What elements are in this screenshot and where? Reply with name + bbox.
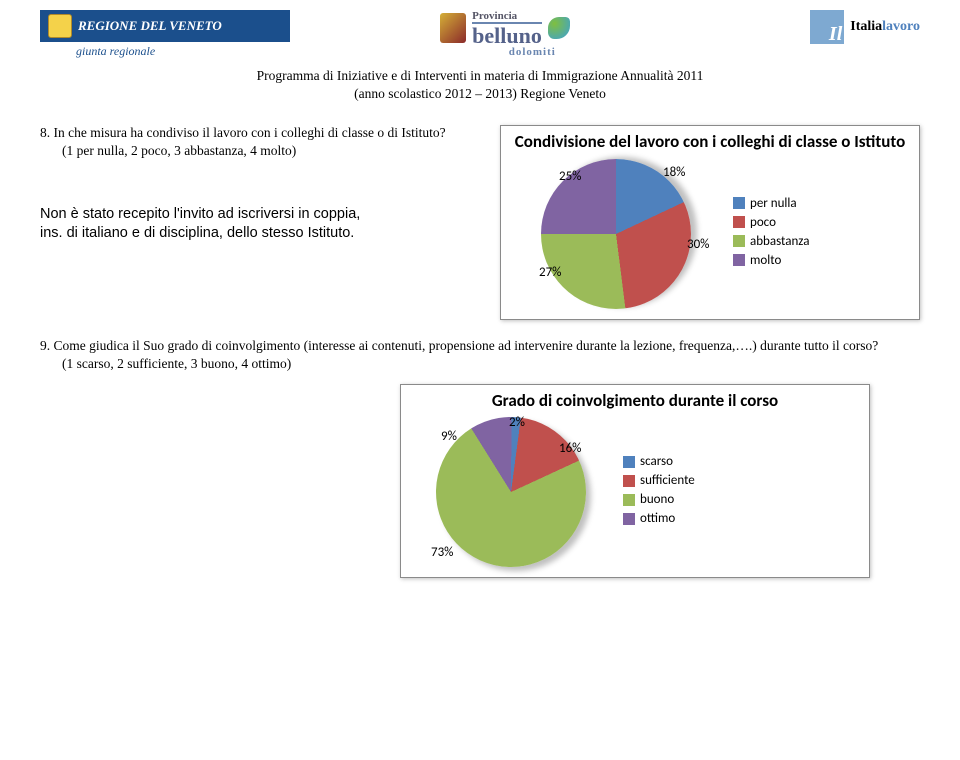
giunta-label: giunta regionale <box>76 44 290 59</box>
q9-text: 9. Come giudica il Suo grado di coinvolg… <box>40 338 920 354</box>
italialavoro-logo-block: Italialavoro <box>720 10 920 44</box>
q8-left: 8. In che misura ha condiviso il lavoro … <box>40 125 482 243</box>
q8-scale: (1 per nulla, 2 poco, 3 abbastanza, 4 mo… <box>62 143 482 159</box>
pie-slice-label: 18% <box>663 165 685 180</box>
legend-label: sufficiente <box>640 473 695 488</box>
legend-item: scarso <box>623 454 695 469</box>
legend-swatch-icon <box>623 475 635 487</box>
legend-swatch-icon <box>733 197 745 209</box>
legend-item: per nulla <box>733 196 809 211</box>
dolomiti-text: dolomiti <box>509 46 556 58</box>
q9-block: 9. Come giudica il Suo grado di coinvolg… <box>40 338 920 372</box>
legend-item: abbastanza <box>733 234 809 249</box>
chart2-title: Grado di coinvolgimento durante il corso <box>411 391 859 411</box>
legend-label: ottimo <box>640 511 675 526</box>
page-header: REGIONE DEL VENETO giunta regionale Prov… <box>40 10 920 59</box>
q9-scale: (1 scarso, 2 sufficiente, 3 buono, 4 ott… <box>62 356 920 372</box>
q8-block: 8. In che misura ha condiviso il lavoro … <box>40 125 482 159</box>
pie-slice-label: 25% <box>559 169 581 184</box>
chart2-legend: scarso sufficiente buono ottimo <box>623 454 695 530</box>
legend-label: molto <box>750 253 781 268</box>
provincia-logo-block: Provincia belluno dolomiti <box>395 10 615 58</box>
chart2-pie-wrap: 2% 16% 73% 9% <box>411 417 611 567</box>
chart1-body: 18% 30% 27% 25% per nulla poco abbastanza molt… <box>511 159 909 309</box>
chart1-title: Condivisione del lavoro con i colleghi d… <box>511 132 909 152</box>
legend-swatch-icon <box>733 235 745 247</box>
intro-line2: (anno scolastico 2012 – 2013) Regione Ve… <box>40 85 920 103</box>
legend-swatch-icon <box>733 216 745 228</box>
veneto-crest-icon <box>48 14 72 38</box>
note-block: Non è stato recepito l'invito ad iscrive… <box>40 205 482 243</box>
legend-swatch-icon <box>623 494 635 506</box>
legend-item: ottimo <box>623 511 695 526</box>
provincia-logo: Provincia belluno dolomiti <box>440 10 570 58</box>
italialavoro-text: Italialavoro <box>850 19 920 35</box>
pie-slice-label: 16% <box>559 441 581 456</box>
veneto-logo-block: REGIONE DEL VENETO giunta regionale <box>40 10 290 59</box>
legend-item: poco <box>733 215 809 230</box>
pie-slice-label: 9% <box>441 429 457 444</box>
legend-label: scarso <box>640 454 673 469</box>
belluno-text: belluno <box>472 22 542 46</box>
italialavoro-icon <box>810 10 844 44</box>
dolomiti-flower-icon <box>548 17 570 39</box>
provincia-label: Provincia <box>472 10 542 22</box>
pie-slice-label: 73% <box>431 545 453 560</box>
legend-item: molto <box>733 253 809 268</box>
legend-label: buono <box>640 492 674 507</box>
belluno-crest-icon <box>440 13 466 43</box>
chart2-wrap: Grado di coinvolgimento durante il corso… <box>40 384 870 578</box>
pie-slice-label: 27% <box>539 265 561 280</box>
veneto-logo-text: REGIONE DEL VENETO <box>78 18 222 34</box>
veneto-logo: REGIONE DEL VENETO <box>40 10 290 42</box>
note-line1: Non è stato recepito l'invito ad iscrive… <box>40 205 482 224</box>
legend-item: sufficiente <box>623 473 695 488</box>
chart2-body: 2% 16% 73% 9% scarso sufficiente buono ottimo <box>411 417 859 567</box>
legend-item: buono <box>623 492 695 507</box>
intro-line1: Programma di Iniziative e di Interventi … <box>40 67 920 85</box>
chart1-card: Condivisione del lavoro con i colleghi d… <box>500 125 920 319</box>
legend-swatch-icon <box>623 513 635 525</box>
chart1-legend: per nulla poco abbastanza molto <box>733 196 809 272</box>
pie-slice-label: 30% <box>687 237 709 252</box>
intro-text: Programma di Iniziative e di Interventi … <box>40 67 920 103</box>
legend-swatch-icon <box>733 254 745 266</box>
note-line2: ins. di italiano e di disciplina, dello … <box>40 224 482 243</box>
italialavoro-logo: Italialavoro <box>810 10 920 44</box>
chart2-card: Grado di coinvolgimento durante il corso… <box>400 384 870 578</box>
pie-slice-label: 2% <box>509 415 525 430</box>
legend-swatch-icon <box>623 456 635 468</box>
legend-label: abbastanza <box>750 234 809 249</box>
q8-text: 8. In che misura ha condiviso il lavoro … <box>40 125 482 141</box>
legend-label: per nulla <box>750 196 797 211</box>
chart1-pie-wrap: 18% 30% 27% 25% <box>511 159 721 309</box>
q8-row: 8. In che misura ha condiviso il lavoro … <box>40 125 920 319</box>
legend-label: poco <box>750 215 776 230</box>
